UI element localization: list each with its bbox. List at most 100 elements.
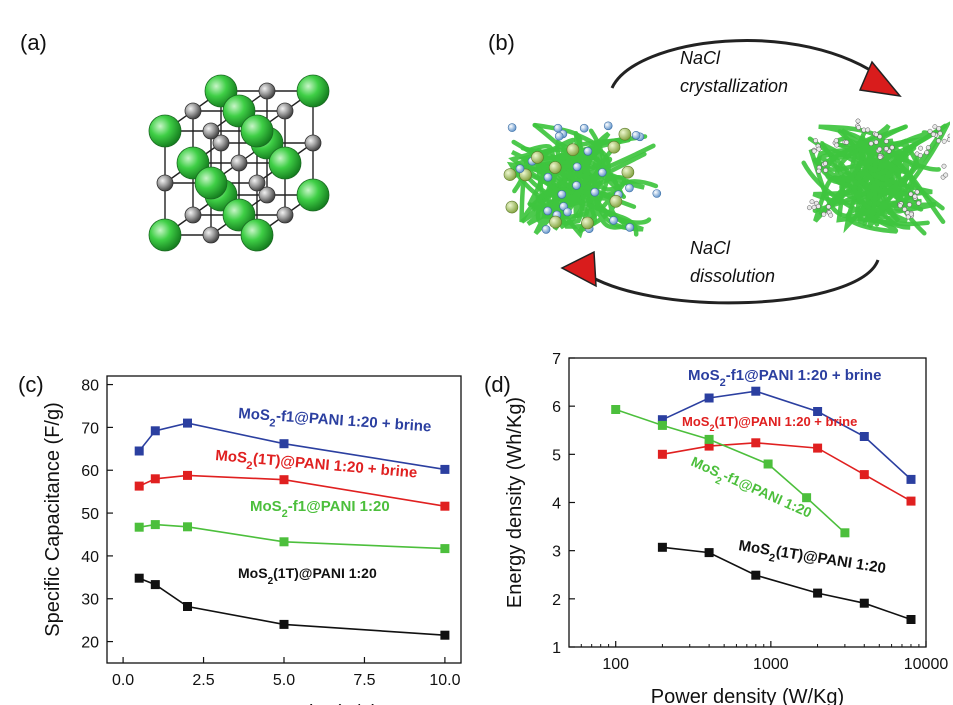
x-axis-label: Current Density (A/g) bbox=[190, 702, 378, 705]
nacl-crystallite bbox=[889, 145, 895, 150]
data-point bbox=[134, 481, 144, 491]
nacl-crystallite bbox=[877, 146, 883, 152]
data-point bbox=[440, 544, 450, 554]
bottom-arrow-label-line1: NaCl bbox=[690, 238, 731, 258]
data-point bbox=[751, 570, 761, 580]
y-tick-label: 1 bbox=[552, 640, 561, 657]
nacl-crystallite bbox=[856, 124, 862, 130]
chloride-ion bbox=[566, 143, 580, 156]
panel-label-d: (d) bbox=[484, 372, 511, 397]
bottom-curved-arrow bbox=[579, 259, 880, 305]
nacl-crystallite bbox=[877, 154, 883, 160]
chloride-ion-sphere bbox=[148, 218, 182, 252]
nacl-crystallite bbox=[868, 141, 874, 147]
left-polymer-network bbox=[503, 121, 662, 239]
data-point bbox=[183, 522, 192, 532]
panel-label-b: (b) bbox=[488, 30, 515, 55]
sodium-ion bbox=[652, 189, 662, 198]
data-point bbox=[751, 438, 761, 448]
data-point bbox=[840, 528, 850, 538]
chloride-ion bbox=[531, 151, 544, 164]
nacl-crystallite bbox=[883, 146, 889, 152]
chloride-ion-sphere bbox=[148, 114, 182, 148]
data-point bbox=[150, 580, 160, 590]
nacl-crystallite bbox=[905, 214, 911, 220]
chloride-ion bbox=[607, 140, 621, 154]
data-point bbox=[440, 464, 450, 474]
nacl-crystallite bbox=[907, 202, 912, 208]
series-label: MoS2-f1@PANI 1:20 bbox=[250, 498, 390, 520]
y-tick-label: 4 bbox=[552, 496, 561, 513]
polymer-chain bbox=[508, 147, 639, 237]
sodium-ion-sphere bbox=[276, 102, 294, 120]
nacl-crystallite bbox=[912, 193, 918, 199]
sodium-ion bbox=[507, 123, 517, 132]
sodium-ion bbox=[579, 123, 589, 133]
data-point bbox=[751, 386, 761, 396]
series-line bbox=[662, 546, 912, 621]
series-label: MoS2(1T)@PANI 1:20 + brine bbox=[682, 414, 857, 433]
data-point bbox=[657, 420, 667, 430]
data-point bbox=[279, 619, 289, 629]
chloride-ion bbox=[581, 216, 594, 230]
sodium-ion bbox=[598, 168, 607, 177]
series-label: MoS2-f1@PANI 1:20 + brine bbox=[237, 405, 432, 440]
data-point bbox=[279, 475, 289, 485]
nacl-crystallite bbox=[908, 191, 914, 197]
lattice-atoms bbox=[148, 74, 330, 252]
chloride-ion bbox=[549, 215, 562, 229]
sodium-ion-sphere bbox=[304, 134, 322, 152]
y-tick-label: 40 bbox=[81, 549, 99, 566]
top-arrow-label-line2: crystallization bbox=[680, 76, 788, 96]
series-label: MoS2-f1@PANI 1:20 bbox=[687, 453, 815, 526]
panel-label-c: (c) bbox=[18, 372, 44, 397]
series-line bbox=[662, 441, 912, 502]
sodium-ion bbox=[515, 164, 525, 173]
y-tick-label: 60 bbox=[81, 463, 99, 480]
chloride-ion-sphere bbox=[240, 218, 274, 252]
y-tick-label: 50 bbox=[81, 506, 99, 523]
chloride-ion-sphere bbox=[296, 178, 330, 212]
sodium-ion-sphere bbox=[184, 102, 202, 120]
y-tick-label: 7 bbox=[552, 351, 561, 368]
polymer-chain bbox=[514, 128, 606, 229]
sodium-ion bbox=[563, 207, 572, 217]
nacl-crystallite bbox=[941, 138, 947, 144]
series-label: MoS2-f1@PANI 1:20 + brine bbox=[688, 367, 881, 389]
nacl-crystallite bbox=[883, 138, 889, 144]
sodium-ion-sphere bbox=[202, 226, 220, 244]
data-point bbox=[611, 405, 621, 414]
y-axis-label: Specific Capacitance (F/g) bbox=[42, 402, 64, 637]
sodium-ion-sphere bbox=[230, 154, 248, 172]
chloride-ion-sphere bbox=[240, 114, 274, 148]
data-point bbox=[704, 393, 714, 403]
nacl-crystallite bbox=[816, 146, 822, 152]
nacl-crystallite bbox=[828, 212, 834, 218]
nacl-crystallite bbox=[924, 150, 930, 155]
sodium-ion bbox=[543, 172, 553, 182]
sodium-ion bbox=[572, 181, 581, 190]
x-tick-label: 10000 bbox=[904, 656, 949, 673]
nacl-crystallite bbox=[806, 205, 812, 211]
data-point bbox=[279, 537, 289, 547]
data-point bbox=[134, 522, 144, 532]
nacl-crystallite bbox=[816, 168, 822, 174]
chloride-ion bbox=[621, 165, 635, 179]
nacl-crystallite bbox=[822, 161, 828, 166]
nacl-crystallite bbox=[918, 145, 924, 151]
nacl-crystallite bbox=[844, 139, 850, 145]
chart-c-specific-capacitance: 0.0 2.5 5.0 7.5 10.0 20 30 40 50 60 70 80 Current De… bbox=[42, 375, 462, 705]
x-tick-label: 100 bbox=[602, 656, 629, 673]
sodium-ion bbox=[603, 121, 613, 131]
sodium-ion bbox=[583, 147, 593, 156]
data-point bbox=[440, 501, 450, 511]
y-tick-label: 2 bbox=[552, 592, 561, 609]
x-tick-label: 2.5 bbox=[192, 672, 214, 689]
data-point bbox=[763, 459, 773, 469]
data-point bbox=[704, 441, 714, 451]
data-point bbox=[150, 426, 160, 436]
data-point bbox=[813, 588, 823, 598]
nacl-crystallite bbox=[834, 142, 840, 148]
data-point bbox=[183, 470, 192, 480]
y-axis-label: Energy density (Wh/Kg) bbox=[504, 397, 526, 608]
